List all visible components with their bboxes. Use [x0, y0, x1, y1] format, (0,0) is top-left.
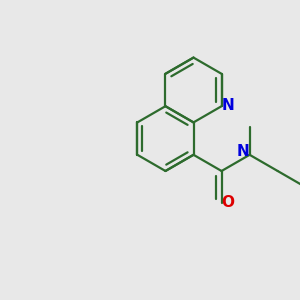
Text: N: N — [222, 98, 235, 112]
Text: N: N — [237, 144, 249, 159]
Text: O: O — [222, 195, 235, 210]
